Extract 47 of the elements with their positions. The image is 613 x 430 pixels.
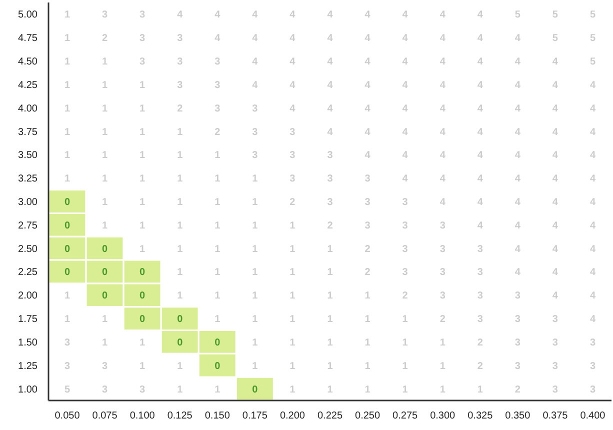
x-tick-label: 0.150 <box>204 410 230 422</box>
y-tick-label: 4.50 <box>18 56 38 68</box>
x-tick-label: 0.075 <box>92 410 118 422</box>
x-tick-label: 0.200 <box>280 410 306 422</box>
data-label: 0 <box>102 244 108 255</box>
y-tick-label: 2.50 <box>18 244 38 255</box>
x-tick-label: 0.400 <box>580 410 606 422</box>
data-label: 0 <box>140 267 146 278</box>
x-tick-label: 0.300 <box>430 410 456 422</box>
x-tick-label: 0.125 <box>167 410 193 422</box>
data-label: 0 <box>177 314 184 326</box>
data-label: 0 <box>252 384 258 396</box>
y-tick-label: 4.00 <box>18 103 38 114</box>
y-tick-label: 2.25 <box>18 267 38 278</box>
data-label: 0 <box>102 290 108 302</box>
y-tick-label: 5.00 <box>18 10 38 21</box>
x-tick-label: 0.375 <box>542 410 568 422</box>
x-tick-label: 0.325 <box>468 410 494 422</box>
x-tick-label: 0.350 <box>505 410 531 422</box>
y-tick-label: 3.00 <box>18 197 38 208</box>
data-label: 0 <box>140 290 146 302</box>
y-tick-label: 2.00 <box>18 290 38 302</box>
y-tick-label: 3.25 <box>18 174 38 185</box>
x-tick-label: 0.225 <box>317 410 343 422</box>
data-label: 0 <box>177 337 184 348</box>
x-tick-label: 0.050 <box>54 410 80 422</box>
data-label: 0 <box>64 267 70 278</box>
y-tick-label: 3.75 <box>18 126 38 138</box>
x-tick-label: 0.175 <box>242 410 268 422</box>
y-tick-label: 1.00 <box>18 384 38 396</box>
y-tick-label: 1.50 <box>18 337 38 348</box>
y-tick-label: 2.75 <box>18 220 38 232</box>
y-tick-label: 1.75 <box>18 314 38 326</box>
data-label: 0 <box>214 360 221 372</box>
y-tick-label: 1.25 <box>18 360 38 372</box>
x-tick-label: 0.250 <box>355 410 380 422</box>
x-tick-label: 0.275 <box>392 410 418 422</box>
y-tick-label: 4.75 <box>18 33 38 44</box>
y-tick-label: 4.25 <box>18 80 38 91</box>
data-label: 0 <box>64 220 70 232</box>
data-label: 0 <box>214 337 221 348</box>
data-label: 0 <box>102 267 108 278</box>
x-tick-label: 0.100 <box>130 410 156 422</box>
y-tick-label: 3.50 <box>18 150 38 162</box>
data-label: 0 <box>64 197 70 208</box>
data-label: 0 <box>140 314 146 326</box>
data-label: 0 <box>64 244 70 255</box>
